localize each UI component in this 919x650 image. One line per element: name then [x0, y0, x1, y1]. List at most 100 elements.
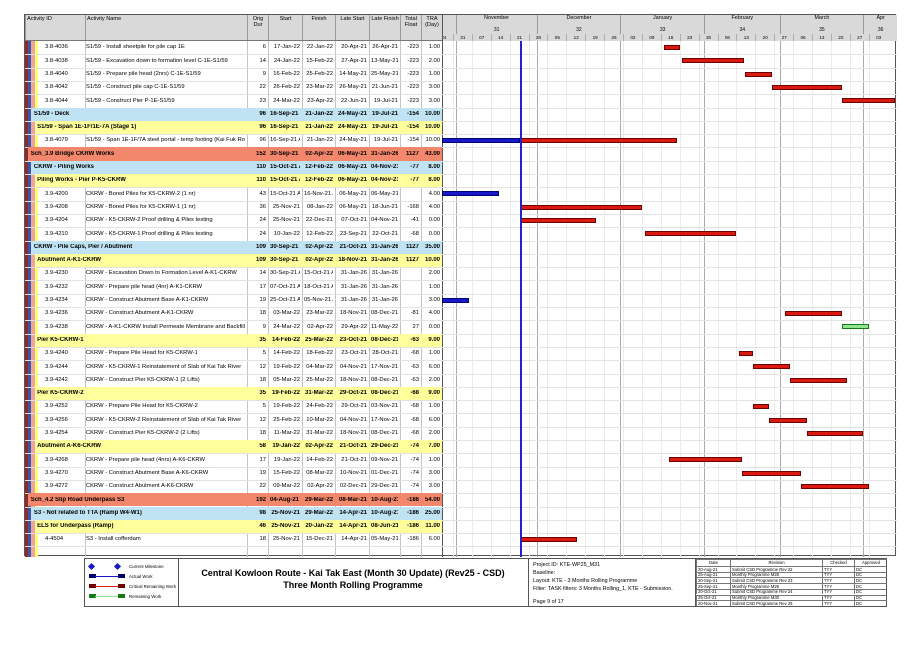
start-date: 05-Mar-22 — [273, 376, 300, 383]
late-start-date: 21-Oct-21 — [339, 443, 367, 450]
finish-date: 25-Mar-22 — [304, 336, 333, 343]
week-tick: 20 — [755, 34, 775, 41]
activity-id: 3.9-4204 — [45, 217, 68, 224]
late-start-date: 24-May-21 — [337, 124, 367, 131]
late-start-date: 14-Apr-21 — [339, 523, 367, 530]
hierarchy-stripe — [28, 41, 32, 557]
table-row: S1/59 - Deck 96 16-Sep-21 A 21-Jan-22 24-May… — [25, 108, 897, 121]
month-gridline — [863, 41, 865, 557]
late-start-date: 18-Nov-21 — [339, 376, 367, 383]
total-float: -186 — [406, 496, 419, 503]
orig-dur: 35 — [259, 336, 266, 343]
orig-dur: 18 — [259, 430, 266, 437]
group-label: Sch_3.9 Bridge CKRW Works — [30, 150, 115, 157]
summary-row-bg — [31, 506, 442, 520]
week-tick: 24 — [442, 34, 453, 41]
revision-cell: Submit CSD Programme Rev 25 — [730, 600, 822, 606]
start-date: 15-Oct-21 A — [270, 190, 300, 197]
row-line — [25, 267, 897, 269]
gantt-bar-critical — [752, 364, 791, 370]
week-gridline — [812, 41, 813, 557]
week-tick: 28 — [528, 34, 548, 41]
late-start-date: 27-Apr-21 — [341, 57, 367, 64]
table-row: 3.9-4236 CKRW - Construct Abutment A-K1-C… — [25, 307, 897, 320]
revision-cell: Submit CSD Programme Rev 22 — [730, 566, 822, 572]
late-finish-date: 28-Oct-21 — [372, 350, 398, 357]
revision-cell: Monthly Programme M28 — [730, 571, 822, 578]
revision-cell: TYY — [822, 600, 854, 606]
late-start-date: 06-May-21 — [337, 164, 367, 171]
table-row: 3.8-4042 S1/59 - Construct pile cap C-1E-… — [25, 81, 897, 94]
revision-cell: TYY — [822, 566, 854, 572]
revision-cell: TYY — [822, 571, 854, 578]
table-row: CKRW - Pile Caps, Pier / Abutment 109 30-S… — [25, 241, 897, 254]
late-start-date: 23-Sep-21 — [339, 230, 367, 237]
orig-dur: 152 — [255, 150, 266, 157]
start-date: 15-Feb-22 — [273, 469, 300, 476]
bar-end — [89, 584, 96, 588]
late-finish-date: 21-Jun-21 — [371, 84, 398, 91]
late-finish-date: 31-Jan-26 — [371, 270, 398, 277]
tra-days: 7.00 — [428, 443, 440, 450]
late-finish-date: 08-Dec-21 — [371, 336, 398, 343]
revision-cell: Monthly Programme M30 — [730, 594, 822, 601]
orig-dur: 192 — [255, 496, 266, 503]
orig-dur: 12 — [259, 416, 266, 423]
hierarchy-stripe — [31, 41, 35, 557]
row-line — [25, 147, 897, 149]
tra-days: 10.00 — [425, 137, 440, 144]
orig-dur: 24 — [259, 217, 266, 224]
finish-date: 21-Jan-22 — [305, 124, 333, 131]
group-label: Pier K5-CKRW-2 — [37, 390, 84, 397]
orig-dur: 96 — [259, 137, 266, 144]
late-finish-date: 18-Jun-21 — [371, 203, 398, 210]
late-start-date: 23-Oct-21 — [339, 336, 367, 343]
summary-row-bg — [28, 147, 442, 161]
diamond-icon — [87, 562, 96, 570]
late-start-date: 24-May-21 — [337, 110, 367, 117]
late-finish-date: 22-Oct-21 — [372, 230, 398, 237]
activity-id: 3.9-4268 — [45, 456, 68, 463]
activity-name: S1/59 - Excavation down to formation lev… — [86, 57, 228, 64]
late-finish-date: 08-Jun-21 — [371, 523, 398, 530]
start-date: 25-Nov-21 — [272, 203, 300, 210]
report-title-line2: Three Month Rolling Programme — [283, 580, 423, 590]
orig-dur: 5 — [262, 403, 266, 410]
table-row: Sch_4.2 Slip Road Underpass S3 192 04-Aug-… — [25, 493, 897, 506]
finish-date: 16-Nov-21 A — [304, 190, 333, 197]
orig-dur: 19 — [259, 297, 266, 304]
row-line — [25, 413, 897, 415]
row-line — [25, 187, 897, 189]
start-date: 07-Oct-21 A — [270, 283, 300, 290]
late-finish-date: 31-Jan-26 — [371, 283, 398, 290]
orig-dur: 22 — [259, 483, 266, 490]
month-number: 31 — [455, 26, 537, 34]
late-start-date: 29-Apr-22 — [341, 323, 367, 330]
late-start-date: 08-Mar-21 — [338, 496, 367, 503]
orig-dur: 35 — [259, 390, 266, 397]
week-gridline — [641, 41, 643, 557]
week-gridline — [849, 41, 851, 557]
row-line — [25, 307, 897, 308]
revision-cell: TYY — [822, 594, 854, 601]
week-tick: 20 — [830, 34, 850, 41]
gantt-bar-critical — [682, 58, 745, 64]
gantt-bar-critical — [771, 85, 842, 91]
orig-dur: 98 — [259, 509, 266, 516]
column-line — [247, 41, 248, 557]
tra-days: 0.00 — [428, 323, 440, 330]
late-start-date: 02-Dec-21 — [339, 483, 367, 490]
late-finish-date: 19-Jul-21 — [371, 110, 398, 117]
activity-name: S1/59 - Span 1E-1F/7A steel portal - tem… — [86, 137, 245, 144]
activity-name: CKRW - Prepare pile head (4nr) A-K1-CKRW — [86, 283, 203, 290]
finish-date: 15-Feb-22 — [306, 57, 333, 64]
total-float: -68 — [410, 350, 419, 357]
revision-cell: TYY — [822, 583, 854, 589]
week-gridline — [604, 41, 606, 557]
revision-table: Date Revision Checked Approved 20-Aug-21 Subm… — [696, 559, 888, 606]
table-row: Abutment A-K1-CKRW 109 30-Sep-21 A 02-Apr-2… — [25, 254, 897, 267]
late-finish-date: 06-May-21 — [371, 190, 398, 197]
group-label: CKRW - Pile Caps, Pier / Abutment — [33, 243, 133, 250]
start-date: 25-Nov-21 — [271, 509, 300, 516]
